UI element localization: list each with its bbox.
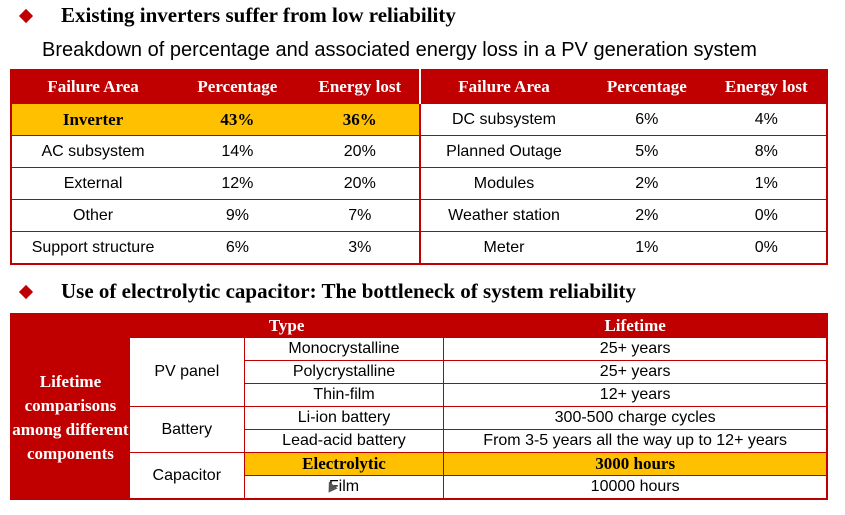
table-row: Capacitor Electrolytic 3000 hours [11, 452, 828, 500]
table-row: AC subsystem 14% 20% Planned Outage 5% 8… [11, 135, 827, 168]
lifetime-cell-highlight: 3000 hours [443, 452, 828, 476]
cell: 5% [587, 135, 707, 168]
lifetime-cell: 300-500 charge cycles [443, 406, 828, 430]
table-row: Lifetime comparisons among different com… [10, 337, 828, 500]
header-failure-area-2: Failure Area [418, 70, 588, 104]
table-row: Other 9% 7% Weather station 2% 0% [11, 199, 827, 232]
group-battery: Battery [128, 406, 245, 453]
cell: Inverter [11, 103, 175, 136]
diamond-bullet-icon [18, 284, 34, 299]
group-pv-panel: PV panel [128, 337, 245, 407]
cell: 4% [706, 103, 827, 136]
cell: External [11, 167, 175, 200]
table-row: Thin-film 12+ years [11, 383, 828, 407]
header-energy-lost: Energy lost [300, 70, 420, 104]
lifetime-cell: 25+ years [443, 360, 828, 384]
table-subtitle: Breakdown of percentage and associated e… [42, 39, 757, 61]
header-type: Type [128, 313, 445, 338]
table-header-row: Type Lifetime [10, 313, 828, 338]
lifetime-cell: 10000 hours [443, 475, 828, 500]
cell: Weather station [418, 199, 588, 232]
cell: Modules [418, 167, 588, 200]
cell: 7% [300, 199, 420, 232]
heading-capacitor: Use of electrolytic capacitor: The bottl… [18, 279, 636, 304]
table-row: Lead-acid battery From 3-5 years all the… [11, 429, 828, 453]
type-cell: Film [243, 475, 445, 500]
lifetime-cell: 25+ years [443, 337, 828, 361]
cell: 1% [587, 231, 707, 265]
cell: 1% [706, 167, 827, 200]
cell: AC subsystem [11, 135, 175, 168]
side-label: Lifetime comparisons among different com… [10, 337, 130, 500]
header-empty [10, 313, 130, 338]
type-cell: Lead-acid battery [243, 429, 445, 453]
cell: 6% [174, 231, 301, 265]
cell: 9% [174, 199, 301, 232]
cell: 0% [706, 199, 827, 232]
cell: 8% [706, 135, 827, 168]
failure-breakdown-table: Failure Area Percentage Energy lost Fail… [10, 69, 828, 265]
type-cell: Monocrystalline [243, 337, 445, 361]
table-header-row: Failure Area Percentage Energy lost Fail… [11, 70, 827, 104]
table-row: Support structure 6% 3% Meter 1% 0% [11, 231, 827, 265]
table-row: Inverter 43% 36% DC subsystem 6% 4% [11, 103, 827, 136]
cell: 2% [587, 167, 707, 200]
type-cell: Thin-film [243, 383, 445, 407]
cell: 3% [300, 231, 420, 265]
cell: 20% [300, 167, 420, 200]
header-failure-area: Failure Area [11, 70, 175, 104]
type-cell: Li-ion battery [243, 406, 445, 430]
cell: DC subsystem [418, 103, 588, 136]
heading-text: Existing inverters suffer from low relia… [61, 3, 456, 27]
cell: Meter [418, 231, 588, 265]
cell: 20% [300, 135, 420, 168]
header-lifetime: Lifetime [443, 313, 828, 338]
cell: Other [11, 199, 175, 232]
table-row: Polycrystalline 25+ years [11, 360, 828, 384]
cell: 0% [706, 231, 827, 265]
header-percentage: Percentage [174, 70, 301, 104]
table-row: Film 10000 hours [11, 475, 828, 500]
cell: 43% [174, 103, 301, 136]
cell: Planned Outage [418, 135, 588, 168]
cell: 36% [300, 103, 420, 136]
header-energy-lost-2: Energy lost [706, 70, 827, 104]
cell: 12% [174, 167, 301, 200]
cell: 2% [587, 199, 707, 232]
diamond-bullet-icon [18, 8, 34, 23]
cell: 14% [174, 135, 301, 168]
header-percentage-2: Percentage [587, 70, 707, 104]
cell: 6% [587, 103, 707, 136]
type-cell: Polycrystalline [243, 360, 445, 384]
heading-text: Use of electrolytic capacitor: The bottl… [61, 279, 637, 303]
lifetime-cell: From 3-5 years all the way up to 12+ yea… [443, 429, 828, 453]
group-capacitor: Capacitor [128, 452, 245, 500]
table-row: Battery Li-ion battery 300-500 charge cy… [11, 406, 828, 453]
heading-reliability: Existing inverters suffer from low relia… [18, 3, 456, 28]
lifetime-cell: 12+ years [443, 383, 828, 407]
cell: Support structure [11, 231, 175, 265]
lifetime-comparison-table: Type Lifetime Lifetime comparisons among… [10, 313, 828, 500]
type-cell-highlight: Electrolytic [243, 452, 445, 476]
table-row: External 12% 20% Modules 2% 1% [11, 167, 827, 200]
